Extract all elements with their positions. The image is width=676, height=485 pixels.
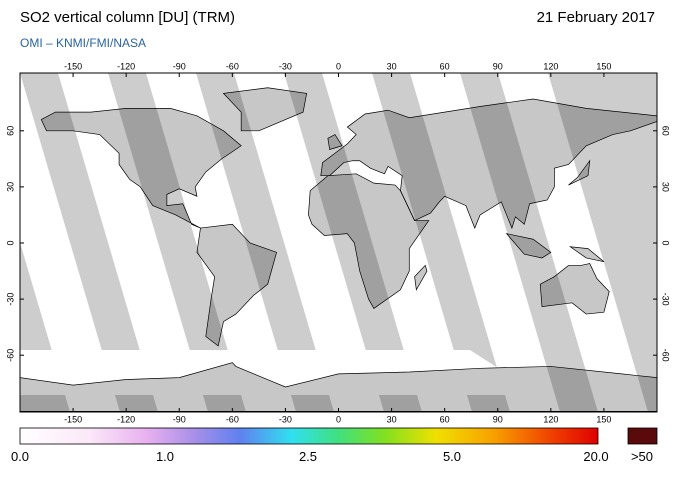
lat-tick-label: -30: [661, 293, 671, 306]
colorbar-overflow: [627, 427, 658, 445]
lon-tick-label: -150: [64, 61, 82, 71]
land: [568, 159, 591, 186]
land: [320, 98, 657, 230]
colorbar-label: 0.0: [11, 449, 29, 464]
lon-tick-label: -60: [226, 414, 239, 424]
lon-tick-label: -120: [117, 414, 135, 424]
lat-tick-label: 0: [5, 240, 15, 245]
land: [414, 264, 428, 291]
colorbar: [19, 427, 599, 445]
lon-tick-label: 0: [336, 414, 341, 424]
swath: [20, 73, 120, 412]
colorbar-label: 5.0: [443, 449, 461, 464]
lon-tick-label: -60: [226, 61, 239, 71]
swath: [20, 350, 540, 395]
lon-tick-label: -150: [64, 414, 82, 424]
lon-tick-label: -30: [279, 61, 292, 71]
lat-tick-label: 30: [5, 182, 15, 192]
lon-tick-label: -30: [279, 414, 292, 424]
land: [308, 173, 430, 309]
lon-tick-label: -90: [173, 61, 186, 71]
lat-tick-label: 60: [5, 126, 15, 136]
land: [40, 108, 242, 229]
lat-tick-label: -30: [5, 293, 15, 306]
swath: [58, 73, 208, 412]
lon-tick-label: 0: [336, 61, 341, 71]
lon-tick-label: 60: [440, 61, 450, 71]
lon-tick-label: 150: [596, 61, 611, 71]
lon-tick-label: 120: [543, 414, 558, 424]
land: [505, 233, 552, 259]
colorbar-label: 20.0: [583, 449, 608, 464]
lon-tick-label: 120: [543, 61, 558, 71]
title: SO2 vertical column [DU] (TRM): [20, 9, 235, 26]
swath: [322, 73, 472, 412]
credit: OMI – KNMI/FMI/NASA: [20, 36, 146, 50]
colorbar-overflow-label: >50: [631, 449, 653, 464]
swath: [498, 73, 648, 412]
date: 21 February 2017: [537, 9, 655, 26]
lon-tick-label: 90: [493, 61, 503, 71]
lon-tick-label: -120: [117, 61, 135, 71]
swath: [146, 73, 296, 412]
land: [539, 263, 610, 315]
land: [196, 223, 277, 347]
map: [20, 73, 657, 412]
lat-tick-label: -60: [5, 349, 15, 362]
lon-tick-label: 150: [596, 414, 611, 424]
colorbar-label: 2.5: [299, 449, 317, 464]
land: [568, 246, 605, 263]
lat-tick-label: 0: [661, 240, 671, 245]
lat-tick-label: 30: [661, 182, 671, 192]
lon-tick-label: 30: [387, 61, 397, 71]
lon-tick-label: 30: [387, 414, 397, 424]
lon-tick-label: 90: [493, 414, 503, 424]
lon-tick-label: 60: [440, 414, 450, 424]
land: [327, 134, 343, 150]
land: [222, 87, 308, 132]
swath: [410, 73, 560, 412]
lon-tick-label: -90: [173, 414, 186, 424]
swath: [234, 73, 384, 412]
land: [20, 362, 657, 412]
colorbar-label: 1.0: [156, 449, 174, 464]
lat-tick-label: 60: [661, 126, 671, 136]
lat-tick-label: -60: [661, 349, 671, 362]
